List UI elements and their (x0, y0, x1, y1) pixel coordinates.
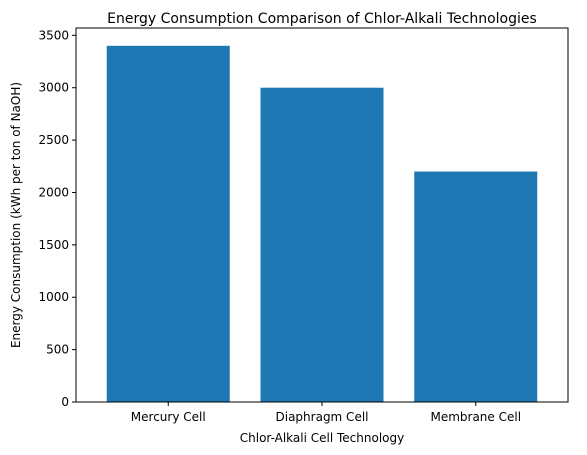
x-axis-label: Chlor-Alkali Cell Technology (240, 431, 404, 445)
plot-frame (75, 27, 569, 403)
y-tick-label: 3000 (38, 81, 69, 95)
y-tick-label: 1000 (38, 290, 69, 304)
bars-layer (106, 45, 538, 403)
y-tick-label: 2000 (38, 185, 69, 199)
x-axis-ticks: Mercury Cell Diaphragm Cell Membrane Cell (131, 402, 521, 424)
x-tick-label: Membrane Cell (430, 410, 521, 424)
bar-diaphragm-cell (260, 87, 384, 402)
y-tick-label: 0 (61, 395, 69, 409)
y-tick-label: 1500 (38, 238, 69, 252)
bar-membrane-cell (414, 171, 538, 402)
y-axis-ticks: 0 500 1000 1500 2000 2500 3000 3500 (38, 28, 76, 409)
chart-title: Energy Consumption Comparison of Chlor-A… (107, 11, 537, 27)
bar-mercury-cell (106, 45, 230, 403)
y-axis-label: Energy Consumption (kWh per ton of NaOH) (9, 82, 23, 348)
y-tick-label: 500 (46, 343, 69, 357)
y-tick-label: 3500 (38, 28, 69, 42)
x-tick-label: Diaphragm Cell (276, 410, 369, 424)
y-tick-label: 2500 (38, 133, 69, 147)
x-tick-label: Mercury Cell (131, 410, 206, 424)
